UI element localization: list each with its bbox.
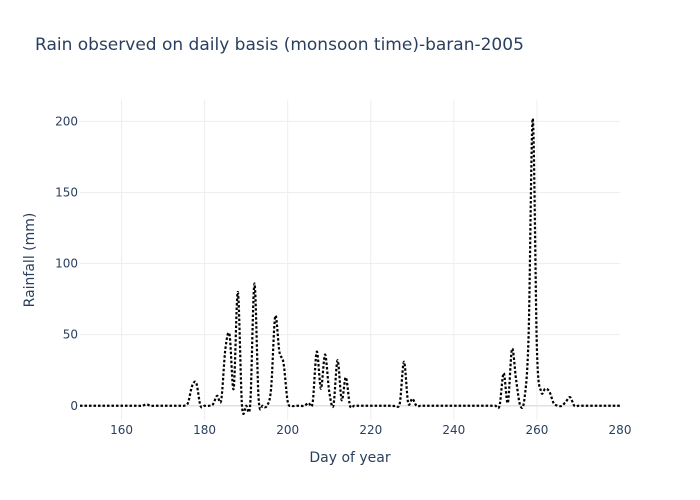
x-tick-label: 240 (442, 423, 465, 437)
x-tick-labels: 160 180 200 220 240 260 280 (110, 423, 631, 437)
y-tick-label: 200 (55, 114, 78, 128)
x-tick-label: 160 (110, 423, 133, 437)
x-tick-label: 180 (193, 423, 216, 437)
plot-area: 160 180 200 220 240 260 280 0 50 100 150 200 (55, 100, 631, 437)
y-tick-label: 100 (55, 257, 78, 271)
y-axis-title: Rainfall (mm) (22, 213, 38, 308)
x-tick-label: 220 (359, 423, 382, 437)
y-tick-label: 150 (55, 185, 78, 199)
y-tick-label: 50 (63, 328, 78, 342)
y-grid (80, 120, 620, 407)
x-grid (121, 100, 538, 420)
y-tick-labels: 0 50 100 150 200 (55, 114, 78, 412)
x-axis-title: Day of year (309, 450, 391, 466)
x-tick-label: 280 (609, 423, 632, 437)
x-tick-label: 200 (276, 423, 299, 437)
rainfall-series-line (79, 117, 620, 415)
x-tick-label: 260 (525, 423, 548, 437)
y-tick-label: 0 (70, 399, 78, 413)
chart-title: Rain observed on daily basis (monsoon ti… (35, 35, 524, 55)
